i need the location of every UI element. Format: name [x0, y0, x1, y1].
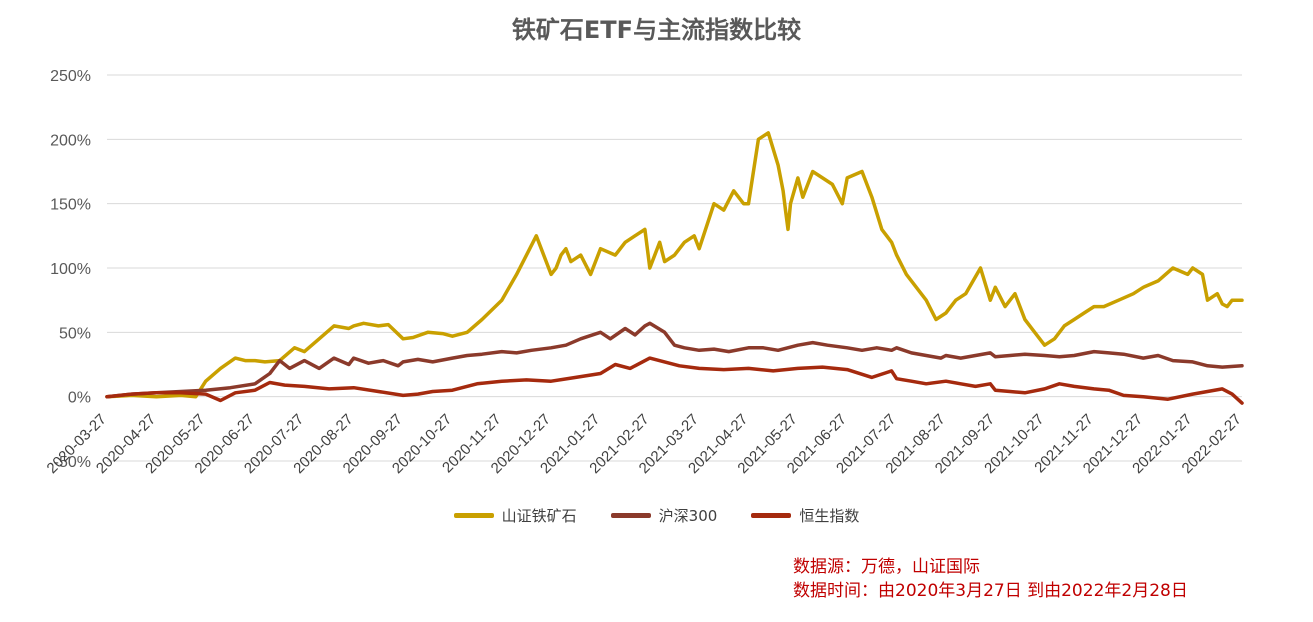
x-tick-labels: 2020-03-272020-04-272020-05-272020-06-27…: [44, 411, 1245, 477]
series-line-2: [105, 356, 1244, 405]
legend-label-hang-seng: 恒生指数: [799, 507, 860, 525]
series-line-1: [105, 321, 1244, 399]
series-line-0: [105, 131, 1244, 399]
legend-label-iron-ore: 山证铁矿石: [501, 507, 577, 525]
source-line: 数据源：万德，山证国际: [793, 557, 980, 577]
date-range-line: 数据时间：由2020年3月27日 到由2022年2月28日: [793, 581, 1188, 601]
legend-item-hang-seng[interactable]: 恒生指数: [751, 505, 859, 526]
legend-swatch-hang-seng: [751, 513, 792, 518]
legend-item-iron-ore[interactable]: 山证铁矿石: [453, 505, 577, 526]
y-tick-label: 250%: [50, 68, 91, 85]
y-tick-label: 200%: [50, 132, 91, 149]
y-tick-label: 150%: [50, 197, 91, 214]
y-tick-label: 0%: [68, 390, 91, 407]
source-note: 数据源：万德，山证国际 数据时间：由2020年3月27日 到由2022年2月28…: [793, 555, 1188, 603]
legend-label-csi300: 沪深300: [658, 507, 718, 525]
chart-title: 铁矿石ETF与主流指数比较: [511, 16, 802, 44]
y-tick-labels: -50% 0% 50% 100% 150% 200% 250%: [50, 68, 91, 471]
legend-item-csi300[interactable]: 沪深300: [610, 505, 718, 526]
y-tick-label: 50%: [59, 325, 91, 342]
legend-swatch-iron-ore: [453, 513, 494, 518]
legend: 山证铁矿石 沪深300 恒生指数: [0, 505, 1313, 526]
y-tick-label: 100%: [50, 261, 91, 278]
grid-lines: [107, 74, 1242, 462]
y-tick-label: -50%: [54, 454, 91, 471]
series-lines: [105, 131, 1244, 405]
legend-swatch-csi300: [610, 513, 651, 518]
